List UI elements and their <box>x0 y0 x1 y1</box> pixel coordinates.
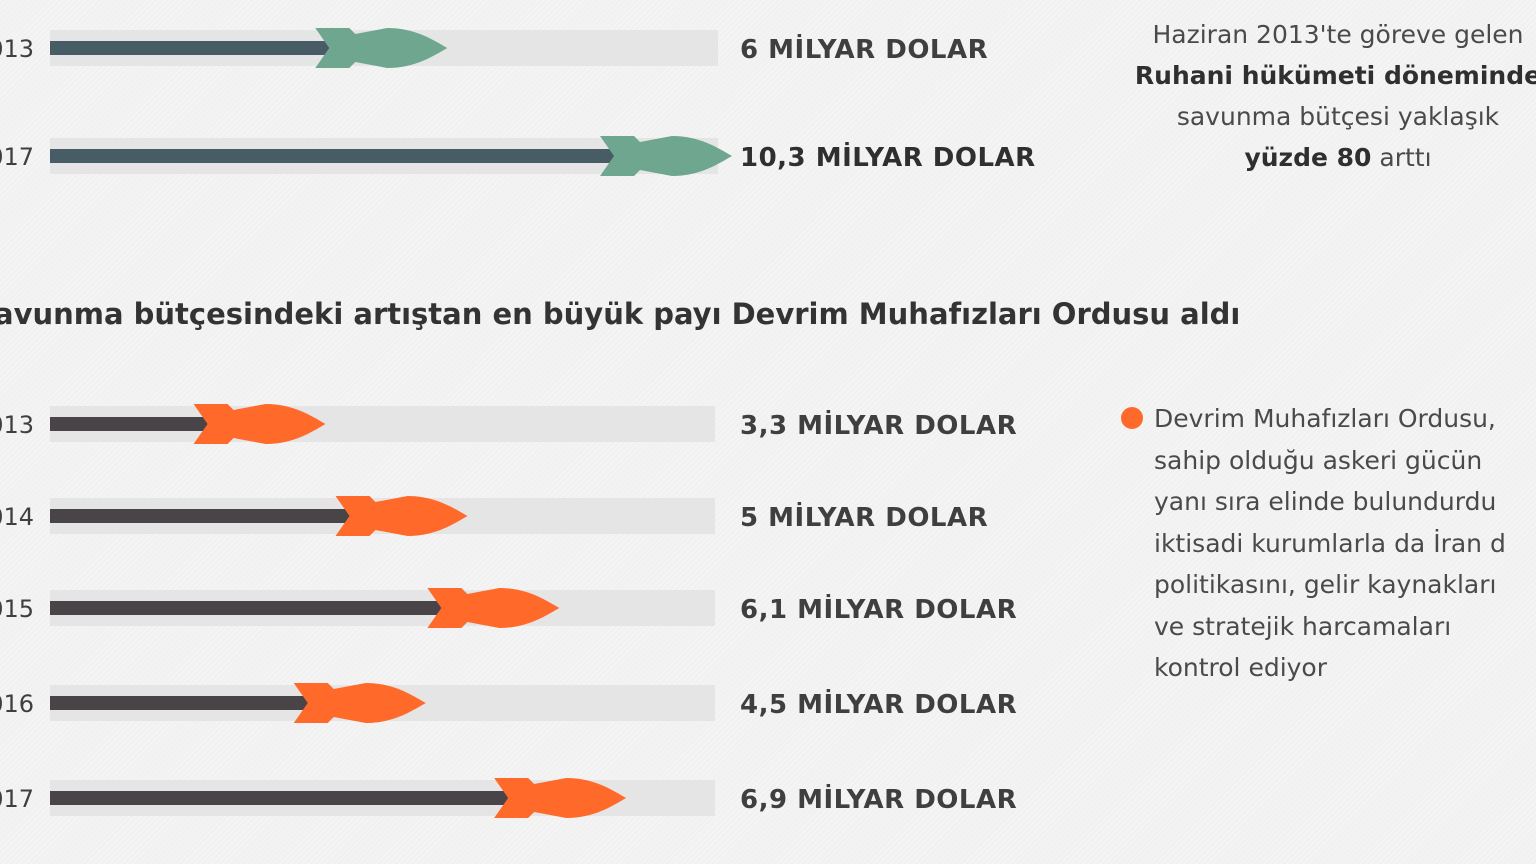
top-bar-head <box>600 136 732 176</box>
bottom-note-line: iktisadi kurumlarla da İran d <box>1154 528 1506 558</box>
bottom-bar-head <box>293 683 426 723</box>
bottom-note-line: Devrim Muhafızları Ordusu, <box>1154 404 1496 433</box>
top-value-label: 10,3 MİLYAR DOLAR <box>740 141 1036 173</box>
chart-heading: avunma bütçesindeki artıştan en büyük pa… <box>0 297 1240 331</box>
bottom-note-line: politikasını, gelir kaynakları <box>1154 570 1497 599</box>
bottom-bar-shaft <box>50 417 214 431</box>
bottom-bar-head <box>335 496 468 536</box>
bottom-note-line: ve stratejik harcamaları <box>1154 611 1452 641</box>
top-note-line3: savunma bütçesi yaklaşık <box>1176 102 1500 131</box>
bottom-year-label: 016 <box>0 690 34 718</box>
bottom-value-label: 6,9 MİLYAR DOLAR <box>740 783 1017 815</box>
bottom-bar-shaft <box>50 509 356 523</box>
top-year-label: 013 <box>0 35 34 63</box>
top-note-line2: Ruhani hükümeti döneminde <box>1134 61 1536 90</box>
top-bar-shaft <box>50 41 336 55</box>
bottom-bar-shaft <box>50 791 515 805</box>
top-note-line4-rest: arttı <box>1371 143 1432 172</box>
top-note-line1: Haziran 2013'te göreve gelen <box>1152 20 1524 49</box>
bottom-bar-head <box>427 588 560 628</box>
bottom-value-label: 4,5 MİLYAR DOLAR <box>740 688 1017 720</box>
bottom-bar-head <box>494 778 627 818</box>
top-bar-head <box>315 28 448 68</box>
bottom-note-line: yanı sıra elinde bulundurdu <box>1154 487 1497 516</box>
top-value-label: 6 MİLYAR DOLAR <box>740 33 988 65</box>
bottom-bar-shaft <box>50 601 448 615</box>
top-note-line4-bold: yüzde 80 <box>1244 143 1372 172</box>
bottom-note-line: sahip olduğu askeri gücün <box>1154 445 1483 475</box>
top-bar-shaft <box>50 149 620 163</box>
bottom-year-label: 017 <box>0 785 34 813</box>
bottom-value-label: 6,1 MİLYAR DOLAR <box>740 593 1017 625</box>
bottom-note-line: kontrol ediyor <box>1154 653 1328 682</box>
orange-bullet-icon <box>1121 407 1143 429</box>
bottom-note: Devrim Muhafızları Ordusu, sahip olduğu … <box>1154 398 1536 689</box>
bottom-year-label: 014 <box>0 503 34 531</box>
top-note: Haziran 2013'te göreve gelen Ruhani hükü… <box>1128 14 1536 178</box>
bottom-value-label: 5 MİLYAR DOLAR <box>740 501 988 533</box>
bottom-bar-head <box>193 404 326 444</box>
bottom-year-label: 015 <box>0 595 34 623</box>
bottom-value-label: 3,3 MİLYAR DOLAR <box>740 409 1017 441</box>
bottom-bar-shaft <box>50 696 314 710</box>
top-year-label: 017 <box>0 143 34 171</box>
bottom-year-label: 013 <box>0 411 34 439</box>
